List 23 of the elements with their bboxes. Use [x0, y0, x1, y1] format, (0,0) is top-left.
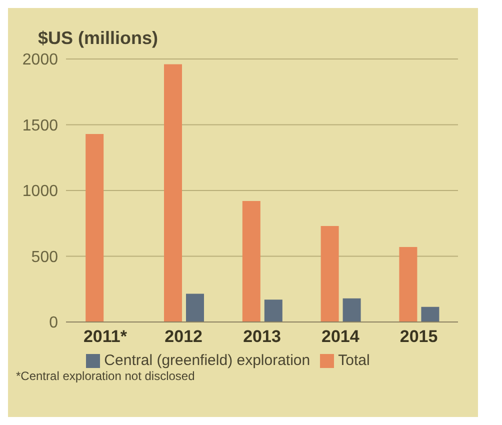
y-tick-label: 1500: [22, 117, 58, 134]
x-tick-label: 2011*: [83, 327, 128, 346]
y-tick-label: 500: [31, 248, 58, 266]
y-tick-label: 0: [49, 314, 58, 332]
bar: [186, 294, 204, 322]
y-tick-label: 2000: [22, 52, 58, 69]
legend-label: Central (greenfield) exploration: [104, 352, 310, 369]
bar: [421, 306, 440, 322]
bar: [164, 64, 182, 322]
text: *Central exploration not disclosed: [15, 369, 196, 383]
bar: [320, 226, 339, 322]
bar: [264, 300, 282, 322]
legend-label: Total: [338, 352, 370, 369]
bar: [399, 247, 418, 322]
y-axis-title: $US (millions): [37, 27, 160, 49]
x-tick-label: 2013: [243, 327, 281, 346]
x-tick-label: 2012: [164, 327, 203, 346]
bar: [342, 298, 361, 322]
x-tick-label: 2015: [400, 327, 438, 346]
y-tick-label: 1000: [22, 183, 58, 200]
x-tick-label: 2014: [321, 327, 360, 346]
bar: [242, 201, 260, 322]
bar: [86, 134, 104, 322]
